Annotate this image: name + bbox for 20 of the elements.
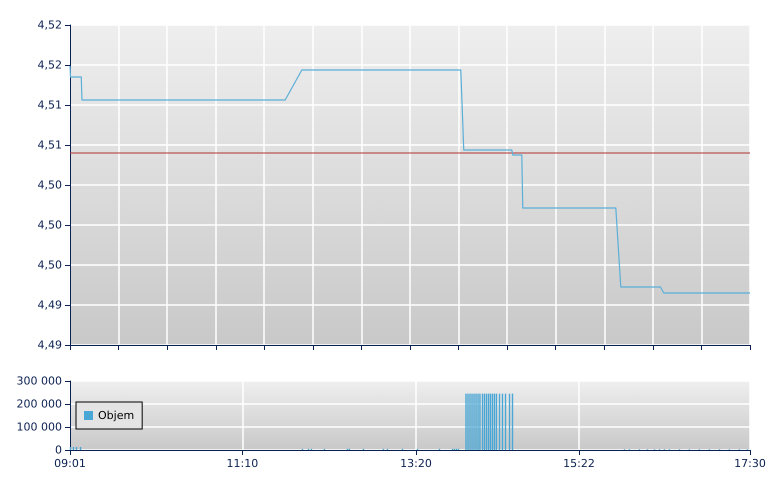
- y-tick-label: 4,51: [38, 98, 62, 112]
- y-tick-label: 4,50: [38, 258, 62, 272]
- x-tick-label: 15:22: [563, 457, 595, 470]
- y-tick-label: 4,51: [38, 138, 62, 152]
- y-tick-label: 100 000: [16, 420, 62, 434]
- line-series: [69, 65, 751, 294]
- y-tick-label: 4,52: [38, 18, 62, 32]
- y-tick-label: 4,49: [38, 298, 62, 312]
- y-tick-label: 200 000: [16, 398, 62, 410]
- y-tick-label: 4,52: [38, 58, 62, 72]
- y-tick-label: 4,50: [38, 178, 62, 192]
- y-tick-label: 300 000: [16, 374, 62, 388]
- x-tick-label: 09:01: [54, 457, 86, 470]
- legend-label: Objem: [98, 409, 134, 422]
- y-tick-label: 4,50: [38, 218, 62, 232]
- y-tick-label: 0: [55, 444, 62, 456]
- x-tick-label: 13:20: [400, 457, 432, 470]
- y-tick-label: 4,49: [38, 338, 62, 352]
- x-tick-label: 17:30: [734, 457, 766, 470]
- x-tick-label: 11:10: [226, 457, 258, 470]
